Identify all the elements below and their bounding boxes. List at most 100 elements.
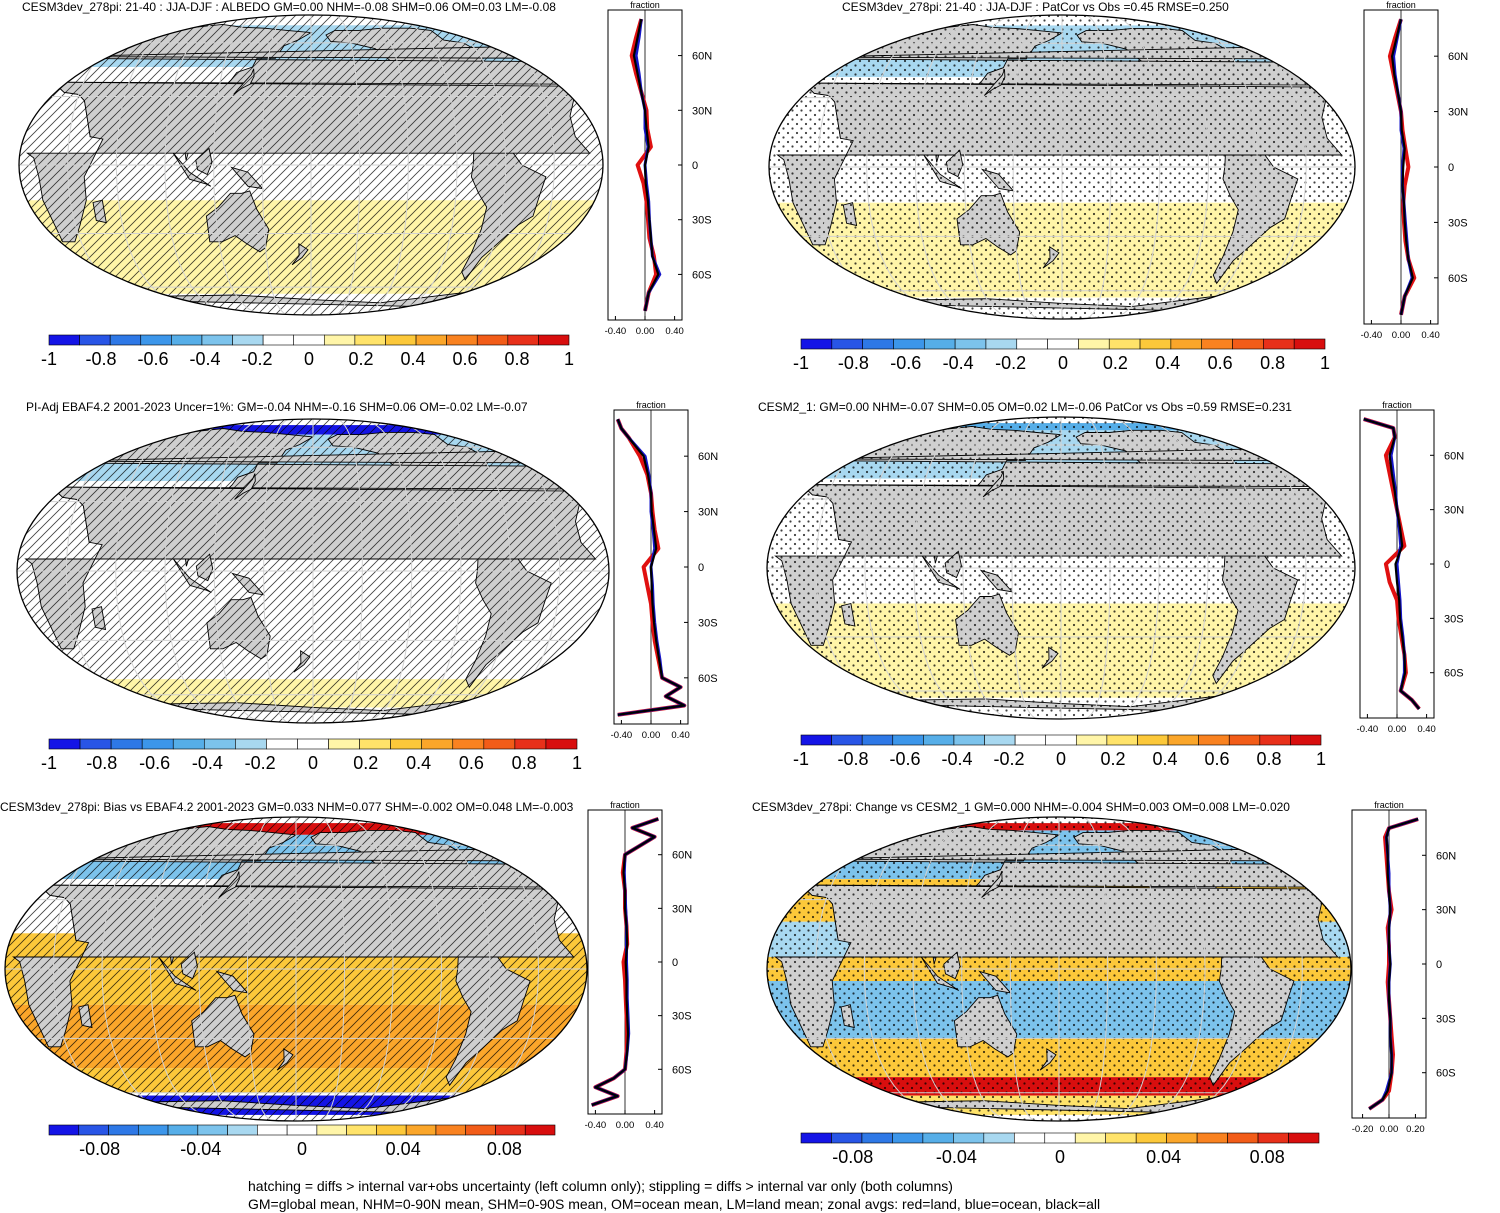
zonal-x-tick-label: 0.40 bbox=[665, 326, 684, 337]
colorbar-label: -0.08 bbox=[79, 1139, 120, 1159]
colorbar-box bbox=[172, 738, 205, 750]
colorbar-label: 0 bbox=[1058, 353, 1068, 373]
colorbar-box bbox=[1288, 1132, 1320, 1144]
colorbar-label: 1 bbox=[1316, 749, 1326, 769]
colorbar-box bbox=[1075, 734, 1108, 746]
graticule-lon bbox=[101, 817, 200, 1121]
colorbar-label: 0.08 bbox=[487, 1139, 522, 1159]
zonal-y-tick-label: 60N bbox=[672, 850, 692, 862]
graticule-lon bbox=[1134, 417, 1209, 719]
colorbar-label: -0.2 bbox=[241, 349, 272, 369]
colorbar-box bbox=[1047, 338, 1079, 350]
colorbar-box bbox=[1074, 1132, 1107, 1144]
zonal-y-tick-label: 60S bbox=[672, 1064, 692, 1076]
colorbar-box bbox=[892, 1132, 924, 1144]
map-plot bbox=[766, 416, 1356, 720]
zonal-y-tick-label: 30S bbox=[672, 1011, 692, 1023]
colorbar-label: 0.8 bbox=[512, 753, 537, 773]
colorbar-box bbox=[1105, 1132, 1137, 1144]
graticule-lon bbox=[1158, 417, 1258, 719]
zonal-header: fraction bbox=[610, 800, 640, 810]
colorbar-label: 0.4 bbox=[406, 753, 431, 773]
graticule-lon bbox=[963, 15, 1014, 319]
colorbar-box bbox=[1108, 338, 1141, 350]
colorbar-box bbox=[79, 334, 111, 346]
zonal-x-tick-label: 0.40 bbox=[645, 1120, 664, 1131]
colorbar-box bbox=[137, 1124, 169, 1136]
colorbar-box bbox=[109, 334, 142, 346]
zonal-mean-plot: fraction -0.40 0.00 0.40 60N 30N 0 30S 60S bbox=[585, 800, 693, 1131]
colorbar-label: -1 bbox=[793, 353, 809, 373]
colorbar-label: -0.8 bbox=[85, 349, 116, 369]
colorbar-label: -1 bbox=[41, 349, 57, 369]
colorbar: -1 -0.8 -0.6 -0.4 -0.2 0 0.2 0.4 0.6 0.8 1 bbox=[793, 338, 1330, 373]
colorbar-label: 0.08 bbox=[1250, 1147, 1285, 1167]
map-outline bbox=[768, 14, 1356, 320]
colorbar-box bbox=[1013, 1132, 1046, 1144]
colorbar-box bbox=[831, 1132, 863, 1144]
graticule-lon bbox=[115, 15, 214, 315]
graticule-lon bbox=[1083, 817, 1109, 1121]
panel-title: CESM3dev_278pi: Bias vs EBAF4.2 2001-202… bbox=[0, 800, 574, 814]
graticule-lon bbox=[263, 419, 289, 723]
zonal-y-tick-label: 60N bbox=[698, 451, 718, 463]
colorbar-label: -0.6 bbox=[139, 753, 170, 773]
zonal-x-tick-label: 0.40 bbox=[1421, 330, 1440, 341]
zonal-x-tick-label: -0.40 bbox=[585, 1120, 607, 1131]
caption-line-2: GM=global mean, NHM=0-90N mean, SHM=0-90… bbox=[248, 1196, 1101, 1212]
colorbar-label: 0.4 bbox=[1155, 353, 1180, 373]
colorbar-box bbox=[476, 334, 509, 346]
colorbar-box bbox=[201, 334, 233, 346]
colorbar-box bbox=[800, 338, 833, 350]
zonal-y-tick-label: 0 bbox=[1436, 959, 1442, 971]
map-outline bbox=[4, 816, 588, 1122]
graticule-lon bbox=[411, 419, 511, 723]
colorbar-box bbox=[203, 738, 236, 750]
colorbar-label: 0 bbox=[308, 753, 318, 773]
colorbar-label: 1 bbox=[564, 349, 574, 369]
zonal-mean-plot: fraction -0.40 0.00 0.40 60N 30N 0 30S 60S bbox=[1357, 400, 1465, 735]
colorbar-box bbox=[1196, 1132, 1228, 1144]
colorbar-box bbox=[831, 734, 863, 746]
graticule-lon bbox=[320, 817, 346, 1121]
colorbar-box bbox=[79, 738, 112, 750]
colorbar-box bbox=[1014, 734, 1047, 746]
graticule-lon bbox=[1159, 15, 1258, 319]
colorbar-box bbox=[435, 1124, 467, 1136]
graticule-lon bbox=[866, 15, 965, 319]
colorbar-box bbox=[1137, 734, 1169, 746]
map-outline bbox=[18, 14, 604, 316]
zonal-x-tick-label: 0.20 bbox=[1406, 1124, 1425, 1135]
colorbar-box bbox=[293, 334, 325, 346]
colorbar-label: -0.04 bbox=[180, 1139, 221, 1159]
map-plot bbox=[768, 14, 1356, 320]
panel-title: CESM2_1: GM=0.00 NHM=-0.07 SHM=0.05 OM=0… bbox=[758, 400, 1292, 414]
map-plot bbox=[4, 816, 588, 1122]
colorbar-label: 1 bbox=[572, 753, 582, 773]
zonal-y-tick-label: 30N bbox=[692, 105, 712, 117]
zonal-header: fraction bbox=[1382, 400, 1412, 410]
colorbar-label: 0.8 bbox=[1256, 749, 1281, 769]
colorbar-box bbox=[1044, 1132, 1076, 1144]
colorbar-label: 0.2 bbox=[1100, 749, 1125, 769]
colorbar-label: -1 bbox=[793, 749, 809, 769]
colorbar-box bbox=[495, 1124, 526, 1136]
colorbar-box bbox=[984, 734, 1016, 746]
colorbar-box bbox=[800, 734, 832, 746]
zonal-x-tick-label: 0.40 bbox=[671, 730, 690, 741]
colorbar-label: -0.4 bbox=[192, 753, 223, 773]
graticule-lon bbox=[337, 419, 363, 723]
colorbar-label: -0.8 bbox=[838, 353, 869, 373]
graticule-lon bbox=[864, 417, 964, 719]
colorbar-box bbox=[110, 738, 143, 750]
colorbar-box bbox=[1293, 338, 1326, 350]
zonal-x-tick-label: 0.00 bbox=[1388, 724, 1407, 735]
zonal-x-tick-label: 0.00 bbox=[616, 1120, 635, 1131]
colorbar-label: -0.4 bbox=[941, 749, 972, 769]
zonal-x-tick-label: 0.40 bbox=[1417, 724, 1436, 735]
colorbar-label: 0 bbox=[1055, 1147, 1065, 1167]
graticule-lon bbox=[213, 15, 263, 315]
graticule-lon bbox=[213, 419, 264, 723]
colorbar-label: -0.6 bbox=[890, 353, 921, 373]
zonal-series-land bbox=[1368, 817, 1419, 1111]
